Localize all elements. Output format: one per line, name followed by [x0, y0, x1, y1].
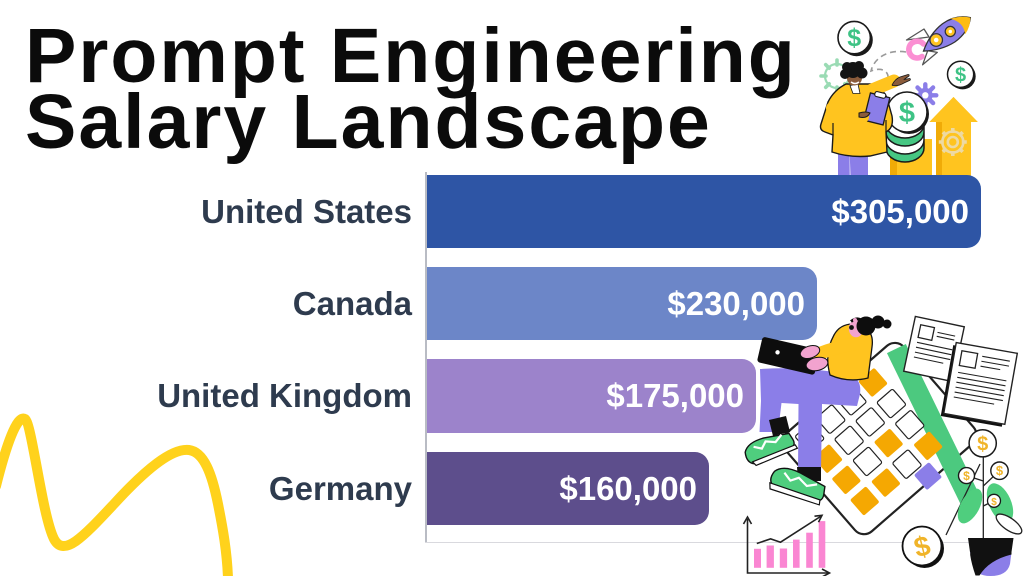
- svg-text:$: $: [963, 469, 970, 483]
- svg-text:$: $: [955, 64, 966, 86]
- svg-text:$: $: [847, 24, 861, 52]
- svg-text:$: $: [977, 433, 988, 455]
- svg-text:$: $: [991, 497, 997, 508]
- svg-text:$: $: [996, 463, 1004, 478]
- svg-text:$: $: [899, 97, 915, 129]
